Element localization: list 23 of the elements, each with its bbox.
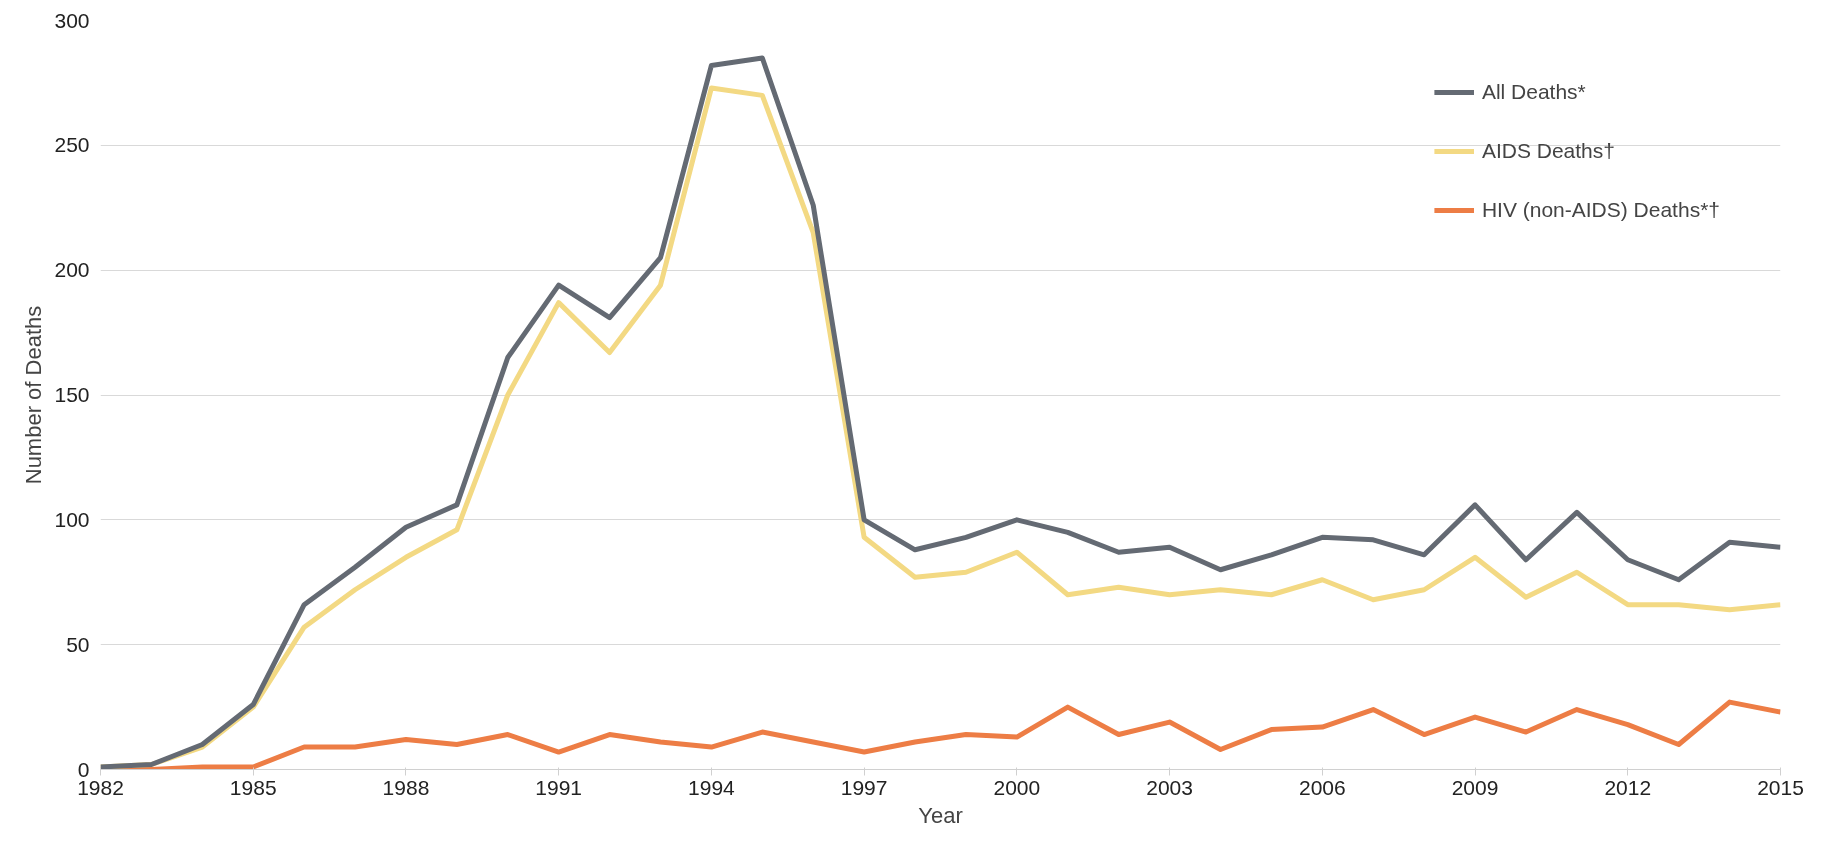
y-tick-label: 300 bbox=[54, 8, 90, 32]
y-tick-label: 50 bbox=[66, 632, 90, 656]
x-tick-label: 2015 bbox=[1757, 775, 1804, 799]
y-axis-title: Number of Deaths bbox=[21, 305, 47, 485]
x-tick-label: 1997 bbox=[840, 775, 888, 799]
x-tick-label: 1994 bbox=[688, 775, 736, 799]
y-tick-label: 100 bbox=[54, 507, 90, 531]
x-tick-label: 1988 bbox=[382, 775, 430, 799]
legend-label: All Deaths* bbox=[1481, 80, 1586, 104]
x-tick-label: 2012 bbox=[1604, 775, 1652, 799]
y-tick-label: 250 bbox=[54, 133, 90, 157]
legend-label: AIDS Deaths† bbox=[1481, 139, 1615, 163]
legend-label: HIV (non-AIDS) Deaths*† bbox=[1481, 198, 1720, 222]
x-tick-label: 2000 bbox=[993, 775, 1041, 799]
x-tick-label: 1991 bbox=[535, 775, 583, 799]
x-axis-title: Year bbox=[918, 802, 963, 828]
x-tick-label: 2009 bbox=[1451, 775, 1499, 799]
y-tick-label: 150 bbox=[54, 383, 90, 406]
y-tick-label: 0 bbox=[77, 757, 90, 781]
x-tick-label: 1985 bbox=[229, 775, 277, 799]
y-tick-label: 200 bbox=[54, 258, 90, 282]
x-tick-label: 2006 bbox=[1298, 775, 1346, 799]
x-tick-label: 2003 bbox=[1146, 775, 1193, 799]
